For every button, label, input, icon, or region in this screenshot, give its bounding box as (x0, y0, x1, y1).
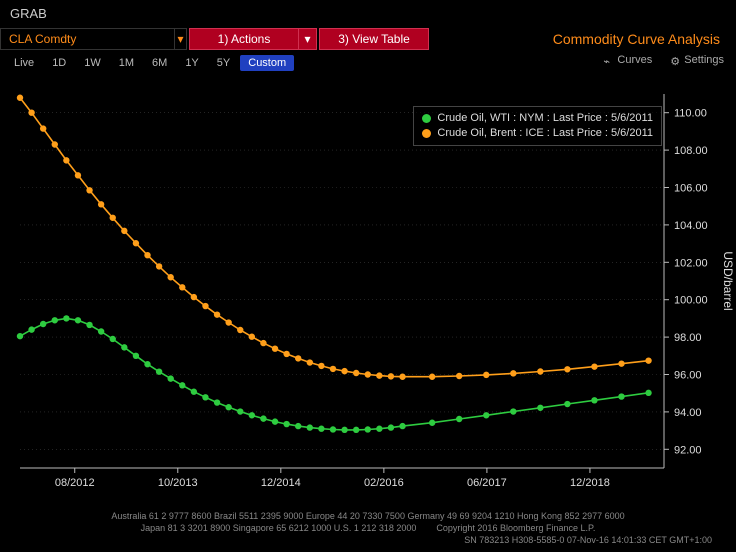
actions-button[interactable]: 1) Actions (189, 28, 299, 50)
legend-label: Crude Oil, Brent : ICE : Last Price : 5/… (437, 126, 653, 141)
svg-text:12/2018: 12/2018 (570, 477, 610, 489)
legend-label: Crude Oil, WTI : NYM : Last Price : 5/6/… (437, 111, 653, 126)
svg-text:06/2017: 06/2017 (467, 477, 507, 489)
range-tab-6m[interactable]: 6M (144, 55, 175, 71)
svg-text:104.00: 104.00 (674, 220, 708, 232)
footer: Australia 61 2 9777 8600 Brazil 5511 239… (0, 510, 736, 546)
legend-item: Crude Oil, WTI : NYM : Last Price : 5/6/… (422, 111, 653, 126)
svg-text:102.00: 102.00 (674, 257, 708, 269)
svg-text:08/2012: 08/2012 (55, 477, 95, 489)
ticker-field[interactable]: CLA Comdty (0, 28, 175, 50)
range-tab-1y[interactable]: 1Y (177, 55, 206, 71)
range-tab-1w[interactable]: 1W (76, 55, 109, 71)
range-tab-1d[interactable]: 1D (44, 55, 74, 71)
svg-text:96.00: 96.00 (674, 370, 702, 382)
legend-item: Crude Oil, Brent : ICE : Last Price : 5/… (422, 126, 653, 141)
range-tab-custom[interactable]: Custom (240, 55, 294, 71)
range-tab-5y[interactable]: 5Y (209, 55, 238, 71)
view-table-button[interactable]: 3) View Table (319, 28, 429, 50)
curves-option[interactable]: ⌁Curves (603, 54, 652, 66)
legend-marker-icon (422, 129, 431, 138)
svg-text:110.00: 110.00 (674, 108, 707, 120)
window-title: GRAB (10, 6, 47, 21)
range-tabs: Live1D1W1M6M1Y5YCustom (6, 54, 294, 72)
actions-dropdown-icon[interactable]: ▾ (299, 28, 317, 50)
svg-text:100.00: 100.00 (674, 295, 708, 307)
terminal-window: GRAB CLA Comdty ▾ 1) Actions ▾ 3) View T… (0, 0, 736, 552)
svg-text:108.00: 108.00 (674, 145, 708, 157)
svg-text:92.00: 92.00 (674, 444, 702, 456)
topbar: CLA Comdty ▾ 1) Actions ▾ 3) View Table … (0, 28, 736, 50)
svg-text:106.00: 106.00 (674, 183, 708, 195)
curves-icon: ⌁ (603, 55, 613, 65)
legend-marker-icon (422, 114, 431, 123)
svg-text:USD/barrel: USD/barrel (721, 251, 735, 310)
page-title: Commodity Curve Analysis (429, 28, 736, 50)
svg-text:02/2016: 02/2016 (364, 477, 404, 489)
footer-line2: Japan 81 3 3201 8900 Singapore 65 6212 1… (0, 522, 736, 534)
footer-line3: SN 783213 H308-5585-0 07-Nov-16 14:01:33… (0, 534, 736, 546)
legend: Crude Oil, WTI : NYM : Last Price : 5/6/… (413, 106, 662, 146)
settings-option[interactable]: ⚙Settings (670, 54, 724, 66)
footer-line1: Australia 61 2 9777 8600 Brazil 5511 239… (0, 510, 736, 522)
svg-text:94.00: 94.00 (674, 407, 702, 419)
svg-text:98.00: 98.00 (674, 332, 702, 344)
svg-text:12/2014: 12/2014 (261, 477, 301, 489)
svg-text:10/2013: 10/2013 (158, 477, 198, 489)
gear-icon: ⚙ (670, 55, 680, 65)
range-tab-live[interactable]: Live (6, 55, 42, 71)
chart-options: ⌁Curves ⚙Settings (603, 54, 724, 66)
ticker-dropdown-icon[interactable]: ▾ (175, 28, 187, 50)
range-tab-1m[interactable]: 1M (111, 55, 142, 71)
